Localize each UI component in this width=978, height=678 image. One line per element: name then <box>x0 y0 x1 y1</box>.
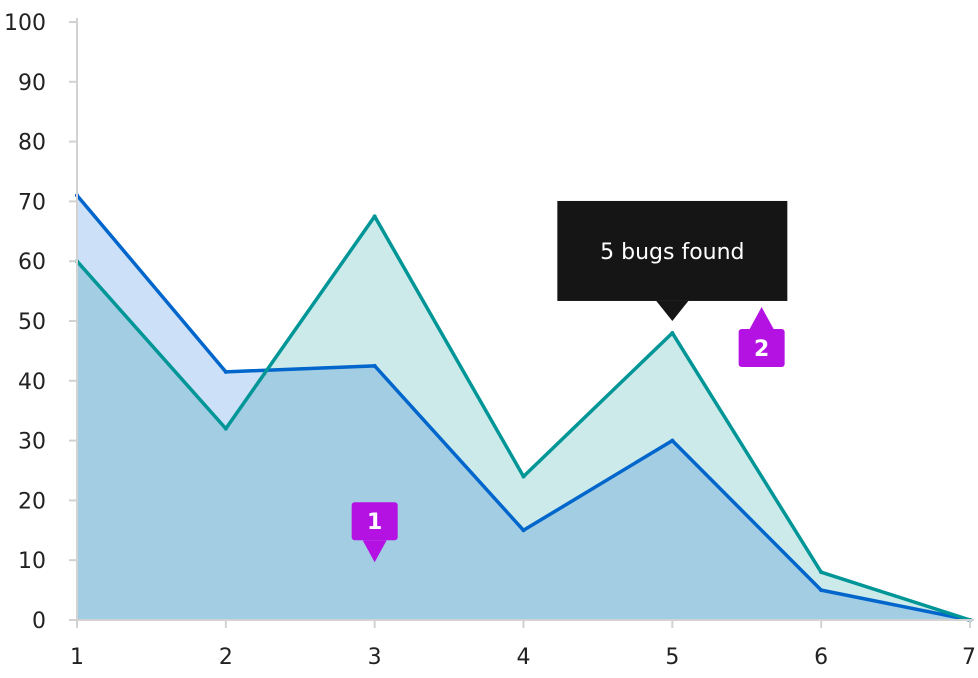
marker-1[interactable]: 1 <box>351 502 398 563</box>
tooltip-text: 5 bugs found <box>600 240 744 265</box>
y-tick-label: 10 <box>18 549 46 574</box>
x-tick-label: 1 <box>70 645 84 670</box>
x-tick-label: 6 <box>814 645 828 670</box>
axes-layer: 0 10 20 30 40 50 60 70 80 90 100 1 2 3 4 5 6 7 <box>4 11 976 670</box>
y-tick-label: 50 <box>18 310 46 335</box>
marker-2[interactable]: 2 <box>738 307 785 368</box>
x-tick-label: 4 <box>517 645 531 670</box>
series-1-point[interactable] <box>372 363 377 368</box>
marker-label: 1 <box>367 510 382 535</box>
y-tick-label: 100 <box>4 11 46 36</box>
series-2-point[interactable] <box>372 214 377 219</box>
y-tick-label: 40 <box>18 370 46 395</box>
y-tick-label: 60 <box>18 250 46 275</box>
annotations-layer: 5 bugs found 1 2 <box>351 200 788 563</box>
series-2-point[interactable] <box>819 570 824 575</box>
marker-badge[interactable] <box>738 329 785 368</box>
areas-layer <box>77 195 970 621</box>
series-1-point[interactable] <box>670 438 675 443</box>
tooltip-arrow <box>656 300 689 321</box>
y-tick-label: 80 <box>18 131 46 156</box>
marker-badge[interactable] <box>351 502 398 541</box>
y-tick-label: 0 <box>32 609 46 634</box>
x-tick-label: 3 <box>368 645 382 670</box>
marker-pointer <box>362 540 387 563</box>
tooltip: 5 bugs found <box>557 200 788 321</box>
series-2-point[interactable] <box>521 474 526 479</box>
y-tick-label: 70 <box>18 190 46 215</box>
x-tick-label: 2 <box>219 645 233 670</box>
y-tick-label: 30 <box>18 430 46 455</box>
marker-label: 2 <box>754 337 769 362</box>
series-1-point[interactable] <box>521 528 526 533</box>
y-tick-label: 90 <box>18 71 46 96</box>
y-tick-label: 20 <box>18 489 46 514</box>
series-overlap-area <box>77 216 970 620</box>
series-2-point[interactable] <box>223 426 228 431</box>
series-2-point[interactable] <box>670 330 675 335</box>
marker-pointer <box>749 307 774 330</box>
x-tick-label: 5 <box>665 645 679 670</box>
x-tick-label: 7 <box>962 645 976 670</box>
series-1-point[interactable] <box>819 588 824 593</box>
series-1-point[interactable] <box>223 369 228 374</box>
tooltip-box <box>557 200 788 301</box>
